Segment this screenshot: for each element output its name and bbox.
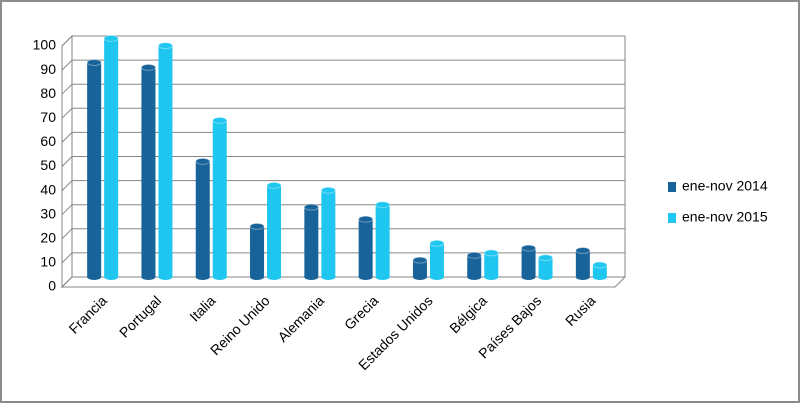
bar: [87, 62, 102, 278]
bar-cap: [320, 186, 336, 194]
bar-base: [104, 274, 119, 280]
bar-cap: [157, 42, 173, 50]
bar-cap: [86, 59, 102, 67]
bar-base: [195, 274, 210, 280]
bar: [375, 204, 390, 277]
bar-cap: [195, 157, 211, 165]
bar-base: [212, 274, 227, 280]
bar-cap: [303, 203, 319, 211]
bar-cap: [466, 251, 482, 259]
bar-base: [304, 274, 319, 280]
bar-base: [412, 274, 427, 280]
y-tick-label: 30: [40, 205, 56, 221]
legend-label: ene-nov 2015: [682, 209, 768, 225]
grid-line: [61, 228, 625, 240]
legend-swatch: [668, 182, 676, 192]
bar: [467, 255, 482, 277]
bar-cap: [429, 239, 445, 247]
bar-cap: [212, 116, 228, 124]
bar: [195, 161, 210, 277]
bar-cap: [412, 256, 428, 264]
legend-label: ene-nov 2014: [682, 178, 768, 194]
bar: [104, 38, 119, 277]
y-tick-label: 90: [40, 61, 56, 77]
bar: [250, 226, 265, 277]
bar-cap: [483, 249, 499, 257]
bar-cap: [575, 246, 591, 254]
y-tick-label: 80: [40, 85, 56, 101]
y-tick-label: 60: [40, 133, 56, 149]
bar-cap: [538, 254, 554, 262]
bar-cap: [358, 215, 374, 223]
bar-base: [467, 274, 482, 280]
bar-base: [592, 274, 607, 280]
bar-base: [484, 274, 499, 280]
bar-cap: [375, 201, 391, 209]
bar-base: [575, 274, 590, 280]
bar: [575, 250, 590, 277]
grid-line: [61, 156, 625, 167]
grid-line: [61, 35, 625, 47]
legend-swatch: [668, 213, 676, 223]
bar: [538, 257, 553, 277]
bar: [158, 45, 173, 277]
bar: [141, 67, 156, 277]
bar-cap: [521, 244, 537, 252]
bar-base: [141, 274, 156, 280]
bar-base: [358, 274, 373, 280]
bar: [358, 219, 373, 277]
y-tick-label: 40: [40, 181, 56, 197]
bar-cap: [266, 181, 282, 189]
bar: [521, 248, 536, 277]
y-tick-label: 20: [40, 230, 56, 246]
bar: [592, 264, 607, 277]
bar-base: [521, 274, 536, 280]
y-tick-label: 70: [40, 109, 56, 125]
bar: [484, 252, 499, 277]
bar-cap: [140, 63, 156, 71]
bar: [412, 260, 427, 277]
bar: [304, 207, 319, 277]
bar: [212, 120, 227, 277]
bar-cap: [103, 34, 119, 42]
bar-cap: [249, 222, 265, 230]
bar: [267, 185, 282, 277]
grid-line: [61, 204, 625, 216]
bar-base: [250, 274, 265, 280]
bar-base: [375, 274, 390, 280]
y-tick-label: 100: [33, 37, 57, 53]
grid-line: [61, 107, 625, 119]
y-tick-label: 0: [48, 278, 56, 294]
grid-line: [61, 59, 625, 71]
bar-base: [158, 274, 173, 280]
grid-line: [61, 83, 625, 95]
bar-base: [267, 274, 282, 280]
bar-base: [538, 274, 553, 280]
bar-base: [87, 274, 102, 280]
bar-base: [321, 274, 336, 280]
bar-cap: [592, 261, 608, 269]
grid-line: [61, 131, 625, 143]
bar-base: [429, 274, 444, 280]
grid-line: [61, 180, 625, 191]
y-tick-label: 50: [40, 157, 56, 173]
bar: [321, 190, 336, 277]
bar: [429, 243, 444, 277]
y-tick-label: 10: [40, 254, 56, 270]
